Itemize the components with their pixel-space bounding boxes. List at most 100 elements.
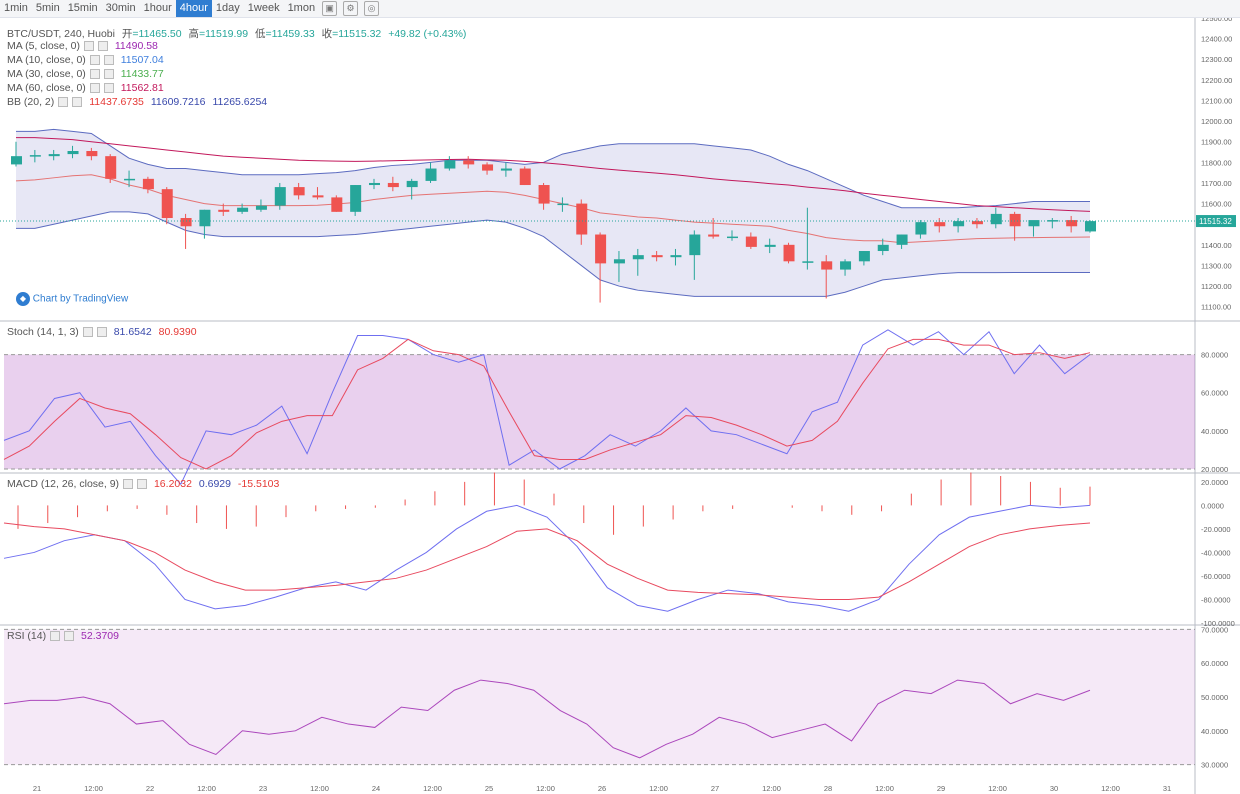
bb-legend[interactable]: BB (20, 2) 11437.6735 11609.7216 11265.6… <box>7 96 271 108</box>
timeframe-1hour[interactable]: 1hour <box>143 2 172 14</box>
time-tick-label: 12:00 <box>310 784 329 793</box>
low-value: =11459.33 <box>265 28 315 40</box>
macd-tick-label: -40.0000 <box>1201 548 1231 557</box>
close-icon[interactable] <box>64 631 75 642</box>
settings-icon[interactable] <box>58 97 69 108</box>
open-label: 开 <box>121 28 133 40</box>
ma60-label: MA (60, close, 0) <box>7 82 86 94</box>
bollinger-band-fill <box>16 129 1090 297</box>
tradingview-logo-icon: ◆ <box>16 292 30 306</box>
macd-label: MACD (12, 26, close, 9) <box>7 478 120 490</box>
candle-body <box>595 234 607 264</box>
candle-body <box>1066 220 1078 227</box>
time-tick-label: 12:00 <box>536 784 555 793</box>
close-label: 收 <box>321 28 333 40</box>
macd-signal-value: -15.5103 <box>237 478 280 490</box>
timeframe-1week[interactable]: 1week <box>247 2 280 14</box>
candle-body <box>124 178 136 181</box>
settings-icon[interactable] <box>123 479 134 490</box>
macd-tick-label: 0.0000 <box>1201 501 1224 510</box>
candle-body <box>369 182 380 186</box>
low-label: 低 <box>255 28 266 40</box>
timeframe-1mon[interactable]: 1mon <box>287 2 316 14</box>
close-icon[interactable] <box>96 327 107 338</box>
change-value: +49.82 (+0.43%) <box>388 28 467 40</box>
timeframe-1min[interactable]: 1min <box>4 2 28 14</box>
stoch-k-line <box>3 329 1091 486</box>
settings-icon[interactable] <box>89 55 100 66</box>
ma60-legend[interactable]: MA (60, close, 0) 11562.81 <box>7 82 168 94</box>
settings-icon[interactable] <box>89 69 100 80</box>
timeframe-30min[interactable]: 30min <box>105 2 136 14</box>
stoch-legend[interactable]: Stoch (14, 1, 3) 81.6542 80.9390 <box>7 326 201 338</box>
price-tick-label: 11100.00 <box>1201 303 1231 312</box>
rsi-legend[interactable]: RSI (14) 52.3709 <box>7 630 123 642</box>
macd-tick-label: 20.0000 <box>1201 478 1228 487</box>
close-icon[interactable] <box>103 69 114 80</box>
candle-body <box>387 182 399 188</box>
candle-body <box>576 203 588 235</box>
candle-body <box>953 221 965 227</box>
time-tick-label: 28 <box>824 784 832 793</box>
tradingview-watermark[interactable]: ◆ Chart by TradingView <box>16 292 128 306</box>
candle-body <box>1085 221 1096 232</box>
settings-icon[interactable] <box>83 41 94 52</box>
candle-body <box>350 185 362 212</box>
ma5-legend[interactable]: MA (5, close, 0) 11490.58 <box>7 40 162 52</box>
time-tick-label: 12:00 <box>84 784 103 793</box>
candle-body <box>180 218 192 227</box>
macd-legend[interactable]: MACD (12, 26, close, 9) 16.2032 0.6929 -… <box>7 478 283 490</box>
close-icon[interactable] <box>72 97 83 108</box>
open-value: =11465.50 <box>132 28 182 40</box>
settings-icon[interactable] <box>82 327 93 338</box>
candle-body <box>708 234 720 237</box>
candle-body <box>802 261 814 263</box>
bb-lower-value: 11265.6254 <box>212 96 268 108</box>
price-tick-label: 12500.00 <box>1201 18 1232 23</box>
candle-body <box>86 151 98 157</box>
candle-body <box>764 244 776 247</box>
stoch-band-fill <box>4 354 1195 469</box>
macd-line <box>3 504 1091 612</box>
screenshot-icon[interactable]: ◎ <box>364 1 380 16</box>
candle-body <box>1028 220 1040 227</box>
time-tick-label: 23 <box>259 784 267 793</box>
candle-body <box>1047 220 1059 222</box>
bollinger-lower-line <box>16 211 1090 297</box>
price-tick-label: 12400.00 <box>1201 35 1232 44</box>
settings-icon[interactable] <box>89 83 100 94</box>
ma10-legend[interactable]: MA (10, close, 0) 11507.04 <box>7 54 168 66</box>
settings-icon[interactable]: ⚙ <box>343 1 359 16</box>
candle-body <box>29 155 41 157</box>
time-tick-label: 21 <box>33 784 41 793</box>
timeframe-15min[interactable]: 15min <box>67 2 98 14</box>
candle-body <box>274 187 286 206</box>
close-icon[interactable] <box>103 55 114 66</box>
candle-body <box>237 207 249 212</box>
rsi-tick-label: 30.0000 <box>1201 761 1228 770</box>
settings-icon[interactable] <box>50 631 61 642</box>
candle-body <box>331 197 343 212</box>
timeframe-4hour[interactable]: 4hour <box>175 0 212 17</box>
candle-body <box>877 244 889 252</box>
chart-type-icon[interactable]: ▣ <box>322 1 338 16</box>
close-icon[interactable] <box>97 41 108 52</box>
price-tick-label: 11200.00 <box>1201 282 1232 291</box>
close-icon[interactable] <box>103 83 114 94</box>
ma30-legend[interactable]: MA (30, close, 0) 11433.77 <box>7 68 168 80</box>
price-tick-label: 12000.00 <box>1201 117 1232 126</box>
ma10-value: 11507.04 <box>120 54 164 66</box>
stoch-d-line <box>3 338 1091 470</box>
stoch-label: Stoch (14, 1, 3) <box>7 326 79 338</box>
chart-area[interactable]: 12500.00 12400.00 12300.00 12200.00 12100.00… <box>0 18 1240 794</box>
time-tick-label: 27 <box>711 784 719 793</box>
price-tick-label: 11400.00 <box>1201 241 1232 250</box>
candle-body <box>745 236 757 247</box>
high-value: =11519.99 <box>198 28 249 40</box>
candle-body <box>255 205 267 210</box>
timeframe-5min[interactable]: 5min <box>35 2 60 14</box>
candle-body <box>651 255 663 258</box>
timeframe-1day[interactable]: 1day <box>215 2 240 14</box>
candle-body <box>1009 213 1021 227</box>
close-icon[interactable] <box>137 479 148 490</box>
